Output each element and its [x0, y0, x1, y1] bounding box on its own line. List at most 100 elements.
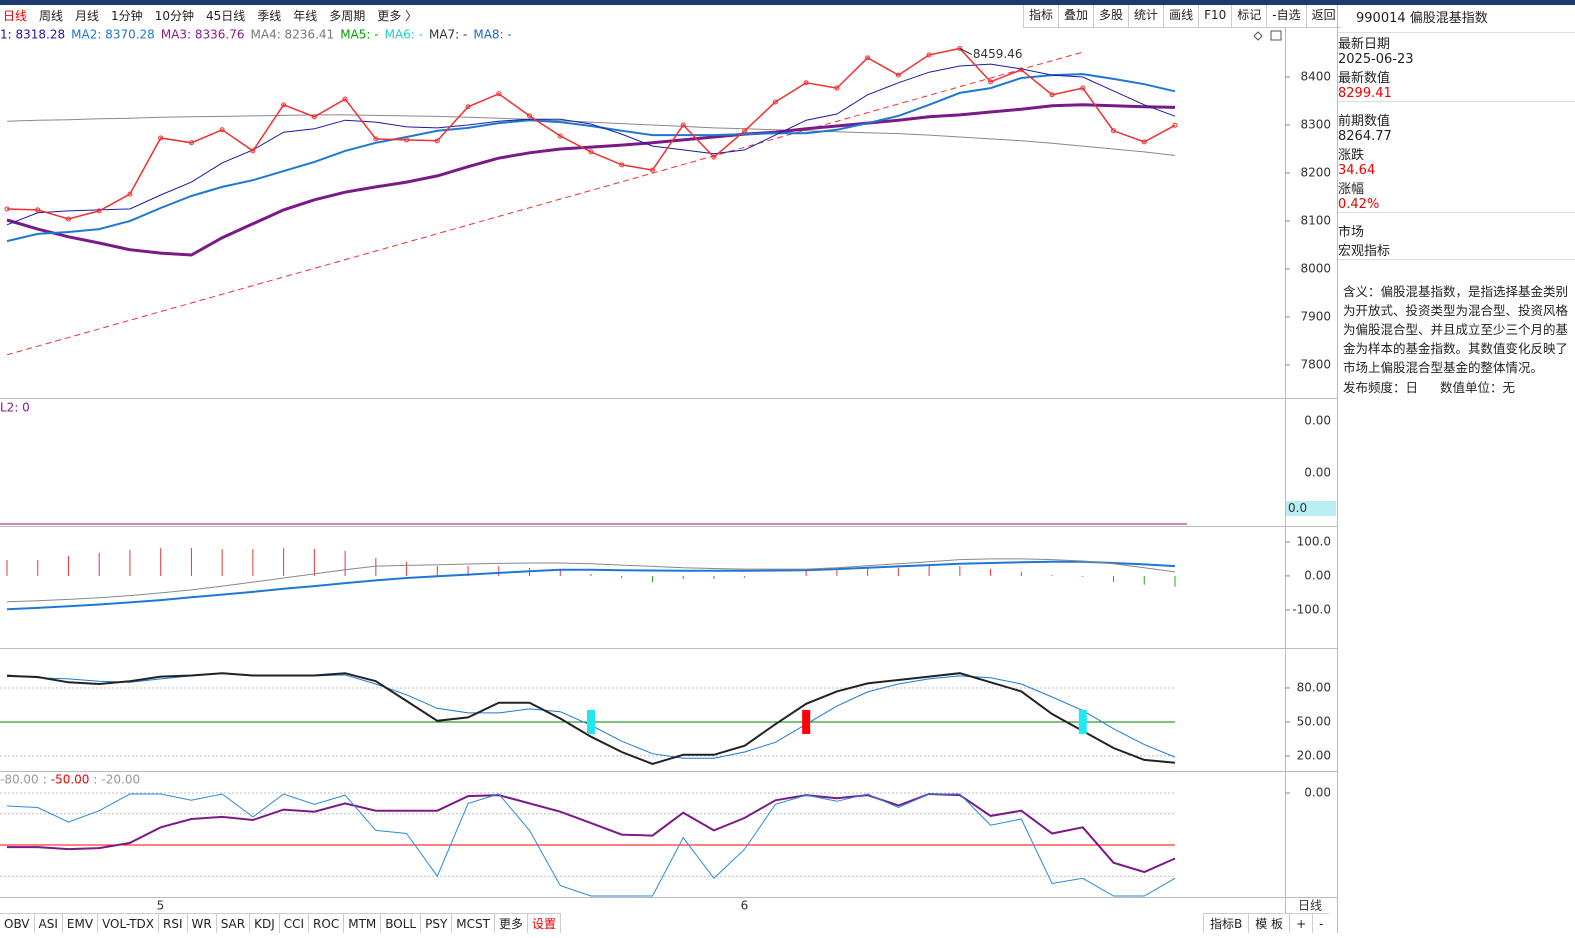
data-point: [188, 140, 194, 146]
indicator-tab[interactable]: CCI: [279, 913, 310, 933]
period-button[interactable]: 多周期: [329, 9, 366, 23]
template-button[interactable]: 指标B: [1203, 913, 1249, 933]
template-bar: 指标B 模 板 + -: [1203, 913, 1330, 933]
legend-entry: MA5: -: [340, 28, 378, 42]
annotation-leader: [959, 48, 973, 55]
x-tick-label: 6: [741, 899, 749, 913]
tool-button[interactable]: 统计: [1128, 5, 1163, 27]
y-tick-label: 0.00: [1304, 414, 1331, 428]
info-row: 最新日期 2025-06-23: [1338, 33, 1575, 67]
tool-button[interactable]: F10: [1198, 5, 1231, 27]
period-button[interactable]: 1分钟: [111, 9, 143, 23]
data-point: [1111, 128, 1117, 134]
data-point: [1080, 85, 1086, 91]
indicator-tab[interactable]: PSY: [421, 913, 453, 933]
data-point: [680, 122, 686, 128]
tool-button[interactable]: 画线: [1163, 5, 1198, 27]
data-point: [465, 104, 471, 110]
period-toolbar: 日线 周线 月线 1分钟 10分钟 45日线 季线 年线 多周期 更多 〉: [3, 5, 417, 27]
data-point: [588, 149, 594, 155]
indicator-tab[interactable]: 设置: [528, 913, 562, 933]
series-line: [6, 73, 1176, 243]
indicator-tab[interactable]: SAR: [216, 913, 251, 933]
indicator-tab[interactable]: 更多: [494, 913, 528, 933]
tool-button[interactable]: 叠加: [1058, 5, 1093, 27]
icon[interactable]: [1253, 31, 1263, 41]
info-key: 涨跌: [1338, 148, 1365, 163]
info-key: 最新数值: [1338, 71, 1391, 86]
period-button[interactable]: 周线: [39, 9, 64, 23]
info-footer-item: 数值单位：无: [1440, 380, 1516, 395]
period-button[interactable]: 更多 〉: [377, 9, 418, 23]
title-bar: [0, 0, 1575, 5]
y-tick-label: 7900: [1300, 309, 1331, 323]
tool-button[interactable]: 多股: [1093, 5, 1128, 27]
series-line: [6, 672, 1176, 765]
y-tick-label: 8200: [1300, 165, 1331, 179]
indicator-tab[interactable]: ASI: [34, 913, 63, 933]
tool-button[interactable]: -自选: [1266, 5, 1305, 27]
indicator-tab[interactable]: WR: [187, 913, 217, 933]
data-point: [772, 99, 778, 105]
data-point: [988, 79, 994, 85]
y-tick-label: 20.00: [1297, 748, 1331, 762]
data-point: [1049, 92, 1055, 98]
info-title: 990014 偏股混基指数: [1338, 5, 1575, 33]
indicator-tab[interactable]: ROC: [309, 913, 345, 933]
period-button[interactable]: 日线: [3, 9, 28, 23]
data-point: [557, 133, 563, 139]
info-row: 涨幅 0.42%: [1338, 178, 1575, 213]
template-button[interactable]: 模 板: [1248, 913, 1290, 933]
data-point: [127, 191, 133, 197]
data-point: [281, 102, 287, 108]
period-button[interactable]: 45日线: [205, 9, 246, 23]
separator: :: [93, 773, 97, 787]
period-label: 日线: [1298, 899, 1322, 913]
y-tick-label: -100.0: [1292, 602, 1331, 616]
data-point: [895, 72, 901, 78]
indicator-tab[interactable]: MTM: [344, 913, 382, 933]
info-footer-item: 发布频度：日: [1343, 380, 1419, 395]
data-point: [35, 207, 41, 213]
period-button[interactable]: 10分钟: [154, 9, 194, 23]
y-tick-label: 8400: [1300, 70, 1331, 84]
info-key: 前期数值: [1338, 114, 1391, 129]
series-line: [6, 114, 1176, 156]
data-point: [404, 137, 410, 143]
indicator-tab[interactable]: RSI: [159, 913, 188, 933]
info-row: 涨跌 34.64: [1338, 144, 1575, 178]
info-value: 宏观指标: [1338, 244, 1391, 259]
indicator-tab[interactable]: MCST: [452, 913, 495, 933]
series-line: [6, 47, 1176, 220]
icon[interactable]: [1270, 30, 1282, 41]
tool-button[interactable]: 指标: [1023, 5, 1058, 27]
info-value: 0.42%: [1338, 197, 1380, 212]
period-button[interactable]: 年线: [293, 9, 318, 23]
tool-button[interactable]: 标记: [1231, 5, 1266, 27]
data-point: [527, 113, 533, 119]
data-point: [342, 96, 348, 102]
info-value: 8264.77: [1338, 129, 1392, 144]
indicator-tab[interactable]: EMV: [62, 913, 99, 933]
period-button[interactable]: 季线: [257, 9, 282, 23]
data-point: [65, 216, 71, 222]
period-button[interactable]: 月线: [75, 9, 100, 23]
info-value: 8299.41: [1338, 86, 1392, 101]
indicator-tab[interactable]: BOLL: [381, 913, 422, 933]
data-point: [1141, 139, 1147, 145]
max-annotation: 8459.46: [973, 47, 1023, 61]
info-row: 最新数值 8299.41: [1338, 67, 1575, 102]
template-button[interactable]: -: [1312, 913, 1330, 933]
template-button[interactable]: +: [1289, 913, 1313, 933]
info-key: 最新日期: [1338, 37, 1391, 52]
tool-button[interactable]: 返回: [1305, 5, 1341, 27]
info-value: 34.64: [1338, 163, 1376, 178]
indicator-tab[interactable]: KDJ: [250, 913, 280, 933]
series-line: [6, 103, 1176, 257]
indicator-tab[interactable]: OBV: [0, 913, 35, 933]
y-tick-label: 0.00: [1304, 466, 1331, 480]
indicator-tabs: OBV ASI EMV VOL-TDX RSI WR SAR KDJ CCI ROC MTM BOLL…: [0, 913, 562, 933]
signal-marker: [1078, 709, 1087, 734]
chart-area: 8400 8300 8200 8100 8000 7900 7800 1: 8318.28 MA…: [0, 27, 1337, 913]
indicator-tab[interactable]: VOL-TDX: [98, 913, 159, 933]
